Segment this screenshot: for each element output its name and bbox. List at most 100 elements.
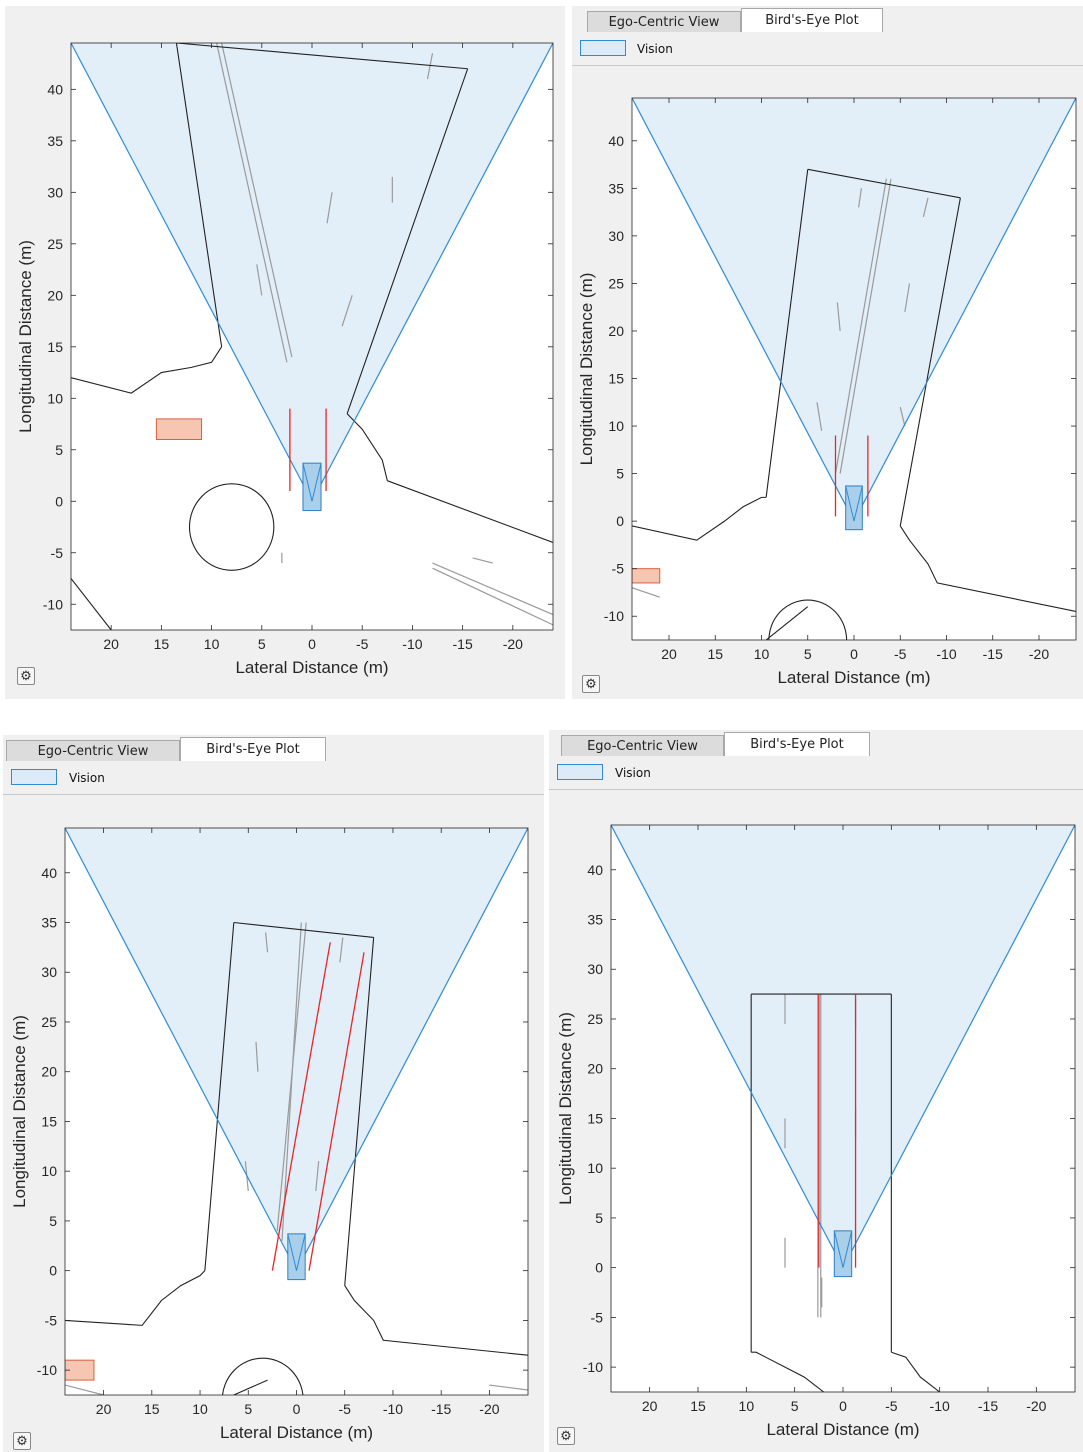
plot-content <box>611 825 1075 1392</box>
x-axis-label: Lateral Distance (m) <box>777 668 930 687</box>
settings-gear-button[interactable]: ⚙ <box>13 1432 31 1450</box>
x-tick-label: -20 <box>503 636 523 652</box>
lane-marking <box>432 567 553 626</box>
gear-icon: ⚙ <box>560 1428 572 1443</box>
tab-birds-eye-plot[interactable]: Bird's-Eye Plot <box>741 8 883 32</box>
lane-dash <box>904 283 911 313</box>
x-tick-label: -5 <box>885 1398 898 1414</box>
y-tick-label: 5 <box>595 1210 603 1226</box>
tab-ego-centric-view[interactable]: Ego-Centric View <box>561 735 724 756</box>
y-tick-label: 5 <box>55 442 63 458</box>
coverage-edge <box>65 828 298 1271</box>
x-tick-label: 20 <box>642 1398 658 1414</box>
lane-marking <box>216 43 288 363</box>
plot-content <box>71 43 553 630</box>
gear-icon: ⚙ <box>16 1433 28 1448</box>
y-tick-label: 40 <box>608 133 624 149</box>
y-tick-label: 5 <box>616 466 624 482</box>
legend-bar: Vision <box>572 37 1083 66</box>
y-tick-label: 40 <box>41 865 57 881</box>
x-tick-label: 5 <box>258 636 266 652</box>
vision-legend-swatch <box>11 769 57 785</box>
lane-dash <box>922 197 929 218</box>
tab-birds-eye-plot[interactable]: Bird's-Eye Plot <box>724 732 870 756</box>
lane-marking <box>432 562 553 616</box>
roundabout <box>768 599 848 640</box>
y-tick-label: 25 <box>47 236 63 252</box>
x-tick-label: 20 <box>103 636 119 652</box>
coverage-edge <box>833 1230 844 1268</box>
road-boundary <box>765 169 809 498</box>
y-tick-label: 30 <box>587 961 603 977</box>
x-tick-label: -20 <box>479 1401 499 1417</box>
x-tick-label: 5 <box>791 1398 799 1414</box>
x-tick-label: 15 <box>144 1401 160 1417</box>
tab-ego-centric-view[interactable]: Ego-Centric View <box>587 11 741 32</box>
settings-gear-button[interactable]: ⚙ <box>582 675 600 693</box>
y-tick-label: 25 <box>587 1011 603 1027</box>
y-tick-label: 20 <box>47 287 63 303</box>
x-tick-label: -20 <box>1026 1398 1046 1414</box>
y-tick-label: 35 <box>47 133 63 149</box>
coverage-edge <box>853 485 863 522</box>
y-tick-label: 10 <box>41 1163 57 1179</box>
roundabout <box>188 483 275 571</box>
birds-eye-plot-bottom-left: 20 15 10 5 0 -5 -10 -15 -20 40 35 30 25 20 15 10 5 0 -5 -10… <box>10 827 529 1442</box>
x-tick-label: 15 <box>154 636 170 652</box>
settings-gear-button[interactable]: ⚙ <box>17 667 35 685</box>
road-boundary <box>765 606 809 640</box>
x-tick-label: 5 <box>244 1401 252 1417</box>
y-tick-label: 35 <box>608 180 624 196</box>
ego-vehicle <box>302 462 322 512</box>
x-tick-label: 5 <box>804 646 812 662</box>
y-axis-label: Longitudinal Distance (m) <box>556 1012 575 1205</box>
y-tick-label: 0 <box>49 1263 57 1279</box>
lane-marking <box>489 1384 528 1391</box>
vision-coverage-area <box>65 828 528 1271</box>
x-tick-label: 0 <box>839 1398 847 1414</box>
y-tick-label: 10 <box>47 390 63 406</box>
y-tick-label: 20 <box>587 1061 603 1077</box>
x-tick-label: 15 <box>690 1398 706 1414</box>
x-tick-label: -5 <box>339 1401 352 1417</box>
y-tick-label: 30 <box>47 184 63 200</box>
tab-ego-centric-view[interactable]: Ego-Centric View <box>6 740 180 761</box>
coverage-edge <box>632 98 855 522</box>
x-tick-label: -10 <box>930 1398 950 1414</box>
gear-icon: ⚙ <box>20 668 32 683</box>
road-boundary <box>891 1351 941 1392</box>
lane-marking <box>834 178 887 474</box>
y-tick-label: 35 <box>587 912 603 928</box>
tab-birds-eye-plot[interactable]: Bird's-Eye Plot <box>180 737 326 761</box>
y-tick-label: 0 <box>55 493 63 509</box>
y-tick-label: -5 <box>51 545 64 561</box>
roundabout <box>221 1357 304 1395</box>
coverage-edge <box>295 828 528 1271</box>
vision-legend-label: Vision <box>615 766 651 780</box>
road-boundary <box>344 1285 528 1356</box>
lane-dash <box>339 937 344 963</box>
road-boundary <box>65 1270 206 1326</box>
plot-content <box>65 828 528 1395</box>
road-boundary <box>71 578 112 630</box>
lane-dash <box>315 1161 320 1192</box>
settings-gear-button[interactable]: ⚙ <box>557 1427 575 1445</box>
y-tick-label: -10 <box>37 1362 57 1378</box>
target-vehicle <box>155 418 203 440</box>
road-boundary <box>176 43 468 70</box>
x-tick-label: -20 <box>1029 646 1049 662</box>
x-tick-label: 0 <box>850 646 858 662</box>
x-tick-label: 0 <box>308 636 316 652</box>
ego-vehicle <box>833 1230 853 1278</box>
y-tick-label: 25 <box>608 275 624 291</box>
lane-dash <box>326 192 333 224</box>
road-boundary <box>346 413 388 481</box>
x-tick-label: 10 <box>754 646 770 662</box>
y-tick-label: -5 <box>45 1312 58 1328</box>
road-boundary <box>387 480 553 543</box>
lane-marking <box>281 922 302 1241</box>
lane-marking <box>65 1384 104 1395</box>
y-tick-label: 40 <box>587 862 603 878</box>
road-boundary <box>807 168 961 199</box>
y-tick-label: 35 <box>41 915 57 931</box>
